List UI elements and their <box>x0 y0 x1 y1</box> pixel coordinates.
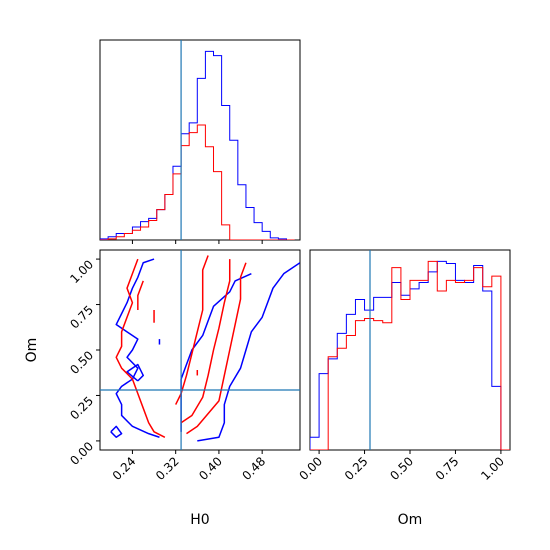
contour-red-3 <box>175 255 209 405</box>
contour-red-0 <box>115 258 166 438</box>
contour-blue-1 <box>115 258 160 438</box>
ylabel-om: Om <box>24 338 40 363</box>
contour-red-5 <box>186 262 247 435</box>
axes-frame-hist-h0 <box>99 39 301 241</box>
xlabel-h0: H0 <box>190 512 209 528</box>
contour-blue-2 <box>126 363 144 382</box>
panel-hist-h0 <box>99 39 301 244</box>
xlabel-om: Om <box>398 512 423 528</box>
contour-red-4 <box>180 259 231 424</box>
xticks-hist-h0 <box>131 240 263 244</box>
histogram-series-red <box>310 260 510 450</box>
histogram-series-blue <box>100 50 295 240</box>
contour-red-1 <box>137 280 144 310</box>
contour-blue-0 <box>110 425 123 439</box>
contour-blue-4 <box>197 262 300 442</box>
